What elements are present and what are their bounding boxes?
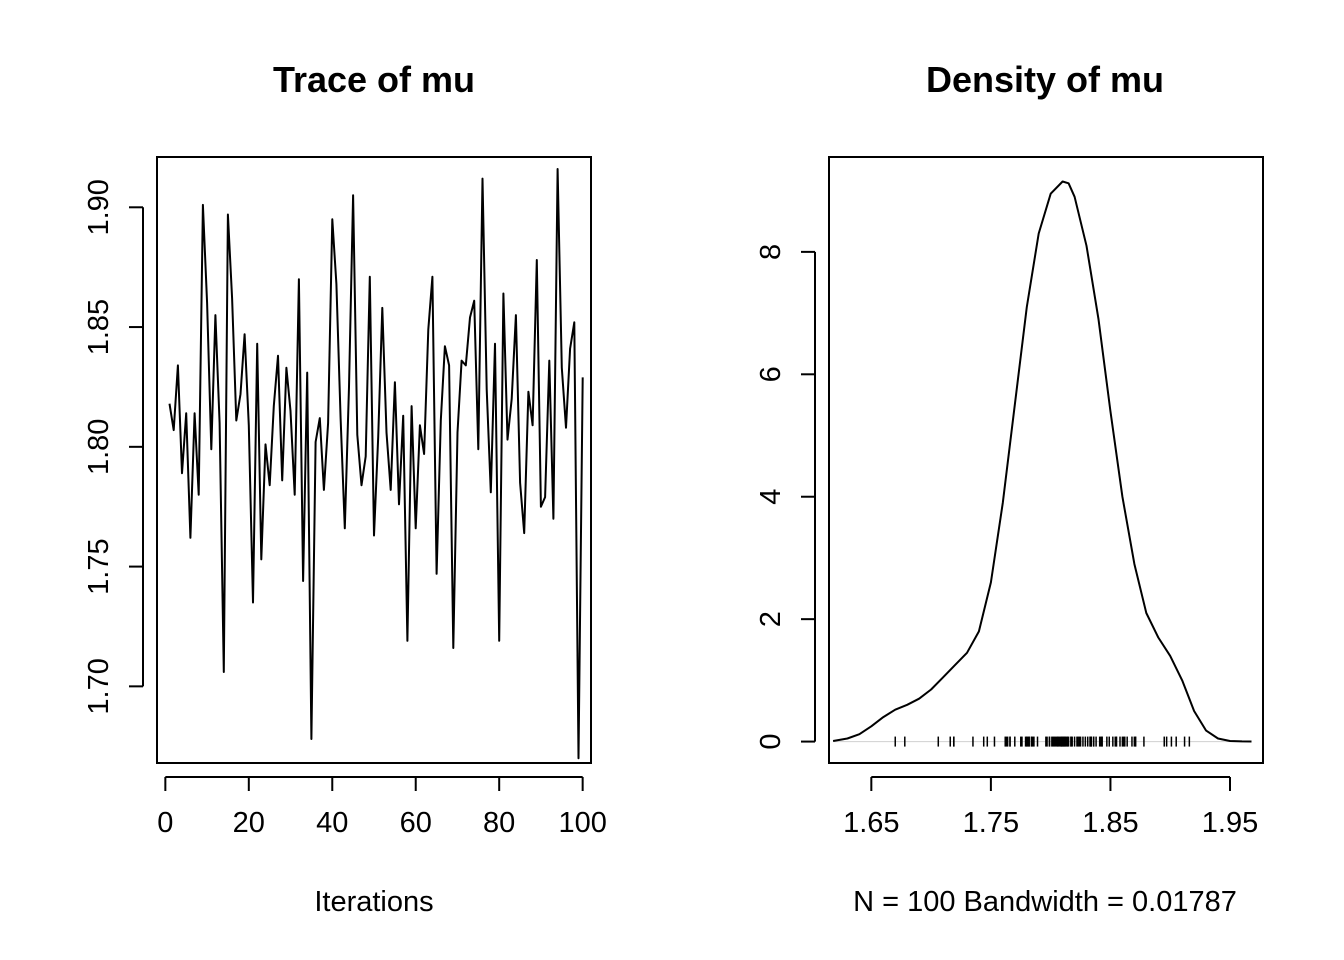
density-title: Density of mu [926,59,1164,100]
trace-y-tick-label: 1.90 [83,179,115,235]
density-y-axis: 0 2 4 6 8 [755,244,816,750]
trace-x-tick-label: 0 [157,807,173,839]
density-y-tick-label: 8 [755,244,787,260]
density-y-tick-label: 6 [755,366,787,382]
trace-x-tick-label: 40 [316,807,348,839]
density-series [832,180,1252,743]
trace-y-tick-label: 1.85 [83,299,115,355]
density-rug [833,736,1252,747]
density-x-tick-label: 1.65 [843,807,899,839]
trace-series [168,168,584,760]
trace-x-axis-label: Iterations [314,886,433,918]
density-series-line [832,180,1252,743]
trace-x-tick-label: 20 [233,807,265,839]
trace-y-axis: 1.70 1.75 1.80 1.85 1.90 [83,179,144,715]
density-x-tick-label: 1.85 [1082,807,1138,839]
trace-panel: Trace of mu 0 20 40 60 80 100 1.70 1.75 1.80 1.8… [83,59,607,918]
trace-x-tick-label: 80 [483,807,515,839]
trace-x-tick-label: 60 [400,807,432,839]
density-x-axis-label: N = 100 Bandwidth = 0.01787 [853,886,1237,918]
density-y-tick-label: 4 [755,489,787,505]
trace-y-tick-label: 1.70 [83,658,115,714]
trace-title: Trace of mu [273,59,475,100]
trace-x-axis: 0 20 40 60 80 100 [157,776,607,839]
density-x-axis: 1.65 1.75 1.85 1.95 [843,776,1258,839]
trace-y-tick-label: 1.75 [83,538,115,594]
density-y-tick-label: 0 [755,734,787,750]
density-y-tick-label: 2 [755,611,787,627]
trace-y-tick-label: 1.80 [83,419,115,475]
density-plot-frame [828,156,1264,764]
density-x-tick-label: 1.95 [1202,807,1258,839]
density-panel: Density of mu 1.65 1.75 1.85 1.95 0 2 4 6 8 N =… [755,59,1264,918]
trace-series-line [168,168,584,760]
trace-plot-frame [156,156,592,764]
trace-x-tick-label: 100 [558,807,606,839]
density-x-tick-label: 1.75 [963,807,1019,839]
